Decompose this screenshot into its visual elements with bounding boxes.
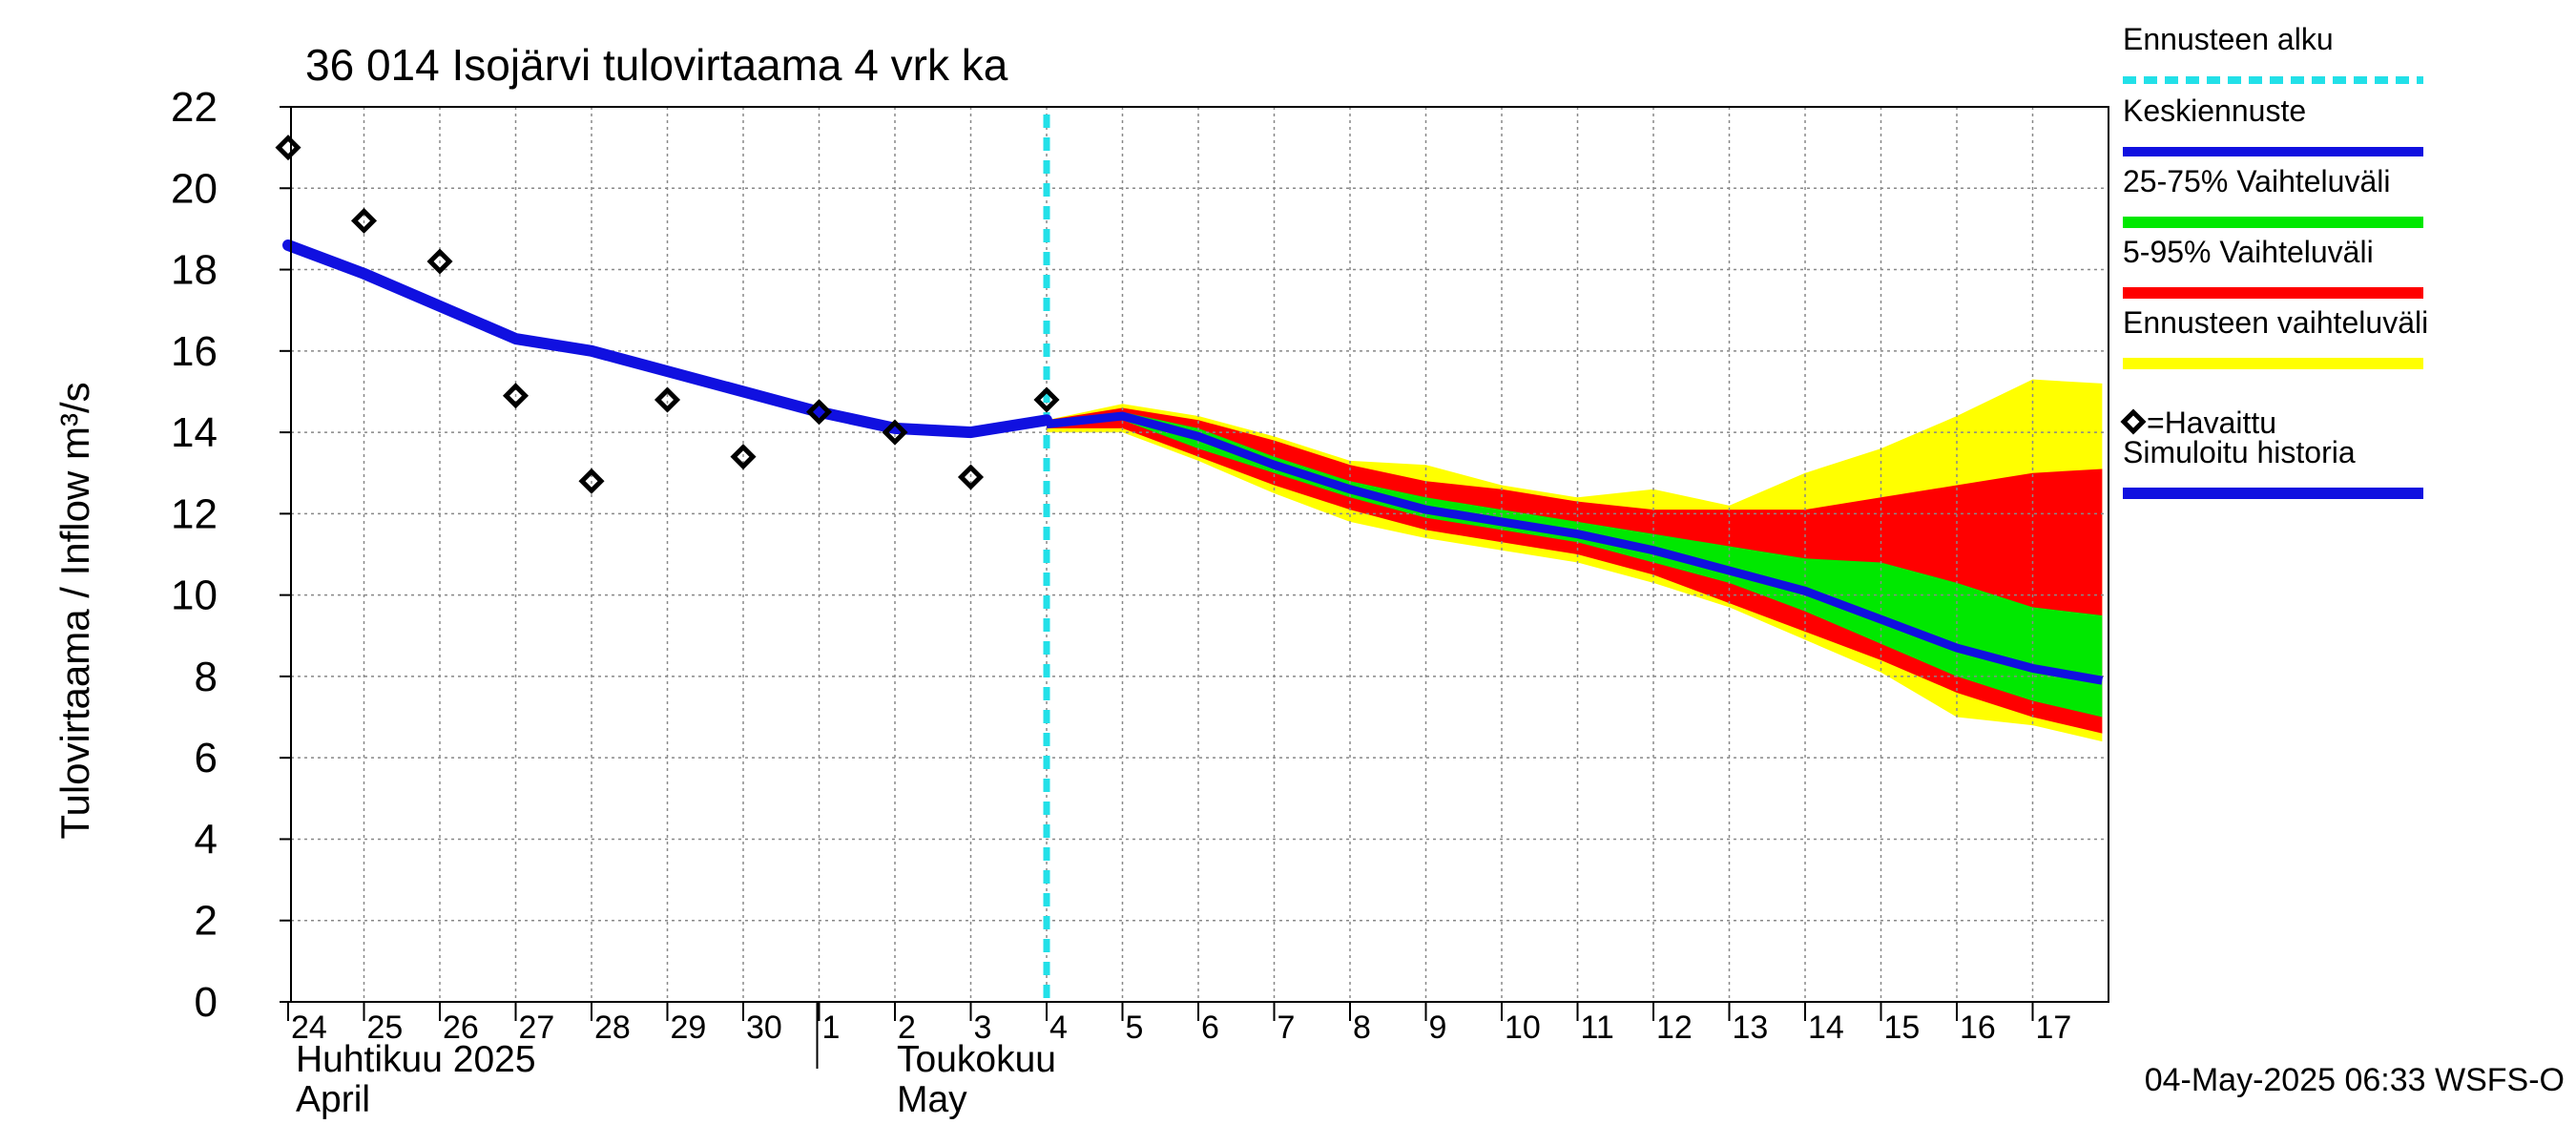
band-5-95 <box>1047 407 2103 734</box>
legend: Ennusteen alku Keskiennuste 25-75% Vaihtel… <box>2120 22 2428 499</box>
y-axis: 0 2 4 6 8 10 12 14 16 18 20 22 <box>171 84 291 1026</box>
y-tick-label: 22 <box>171 84 218 131</box>
y-tick-label: 2 <box>195 898 218 945</box>
x-tick-label: 17 <box>2036 1010 2072 1046</box>
legend-label-simulated: Simuloitu historia <box>2123 435 2356 469</box>
x-tick-label: 6 <box>1201 1010 1219 1046</box>
legend-label-band_full: Ennusteen vaihteluväli <box>2123 305 2428 340</box>
legend-label-mean: Keskiennuste <box>2123 94 2306 128</box>
observed-point <box>1033 386 1060 413</box>
x-tick-label: 16 <box>1960 1010 1996 1046</box>
x-tick-label: 25 <box>367 1010 404 1046</box>
observed-point <box>730 444 757 470</box>
legend-label-band_25_75: 25-75% Vaihteluväli <box>2123 164 2390 198</box>
y-tick-label: 0 <box>195 979 218 1026</box>
x-tick-label: 11 <box>1581 1010 1614 1046</box>
month-label-may-en: May <box>897 1079 967 1120</box>
legend-label-band_5_95: 5-95% Vaihteluväli <box>2123 235 2374 269</box>
month-label-april-en: April <box>296 1079 370 1120</box>
x-tick-label: 10 <box>1505 1010 1541 1046</box>
x-tick-label: 14 <box>1808 1010 1844 1046</box>
y-tick-label: 18 <box>171 247 218 294</box>
observed-points <box>275 135 1060 494</box>
x-tick-label: 13 <box>1733 1010 1769 1046</box>
y-tick-label: 14 <box>171 409 218 456</box>
x-tick-label: 28 <box>594 1010 631 1046</box>
x-tick-label: 5 <box>1126 1010 1144 1046</box>
y-tick-label: 6 <box>195 735 218 781</box>
x-tick-label: 15 <box>1884 1010 1921 1046</box>
month-label-april-fi: Huhtikuu 2025 <box>296 1039 536 1080</box>
y-tick-label: 8 <box>195 654 218 700</box>
x-tick-label: 30 <box>746 1010 782 1046</box>
x-axis: 24 25 26 27 28 29 30 1 2 3 4 5 6 7 8 9 10 11 12 13 14 15 16 17 <box>286 1001 2109 1069</box>
month-label-may-fi: Toukokuu <box>897 1039 1056 1080</box>
y-tick-label: 4 <box>195 816 218 863</box>
x-tick-label: 2 <box>898 1010 916 1046</box>
observed-point <box>805 399 833 426</box>
legend-label-forecast_start: Ennusteen alku <box>2123 22 2334 56</box>
y-axis-label: Tulovirtaama / Inflow m³/s <box>52 382 97 839</box>
x-tick-label: 29 <box>671 1010 707 1046</box>
legend-observed-marker <box>2120 408 2147 435</box>
y-tick-label: 10 <box>171 572 218 619</box>
x-tick-label: 1 <box>822 1010 841 1046</box>
x-tick-label: 12 <box>1656 1010 1693 1046</box>
legend-label-observed: =Havaittu <box>2147 406 2276 440</box>
y-tick-label: 20 <box>171 165 218 212</box>
observed-point <box>426 248 453 275</box>
observed-point <box>502 383 530 409</box>
x-tick-label: 4 <box>1049 1010 1068 1046</box>
x-tick-label: 24 <box>291 1010 327 1046</box>
observed-point <box>578 468 605 494</box>
band-25-75 <box>1047 411 2103 718</box>
x-tick-label: 9 <box>1429 1010 1447 1046</box>
series-lines <box>282 114 2104 1002</box>
y-tick-label: 16 <box>171 328 218 375</box>
observed-point <box>350 207 378 234</box>
grid-lines <box>291 107 2109 1002</box>
observed-point <box>275 135 301 161</box>
simulated-history-line <box>282 239 1052 439</box>
x-tick-label: 8 <box>1353 1010 1371 1046</box>
y-tick-label: 12 <box>171 490 218 537</box>
x-tick-label: 27 <box>519 1010 555 1046</box>
chart-title: 36 014 Isojärvi tulovirtaama 4 vrk ka <box>305 40 1008 90</box>
observed-point <box>654 386 681 413</box>
mean-forecast-line <box>1046 411 2104 685</box>
x-tick-label: 26 <box>443 1010 479 1046</box>
observed-point <box>957 464 985 490</box>
x-tick-label: 3 <box>974 1010 992 1046</box>
forecast-bands <box>1047 379 2103 742</box>
observed-point <box>882 419 908 446</box>
timestamp: 04-May-2025 06:33 WSFS-O <box>2145 1062 2565 1098</box>
x-tick-label: 7 <box>1278 1010 1296 1046</box>
